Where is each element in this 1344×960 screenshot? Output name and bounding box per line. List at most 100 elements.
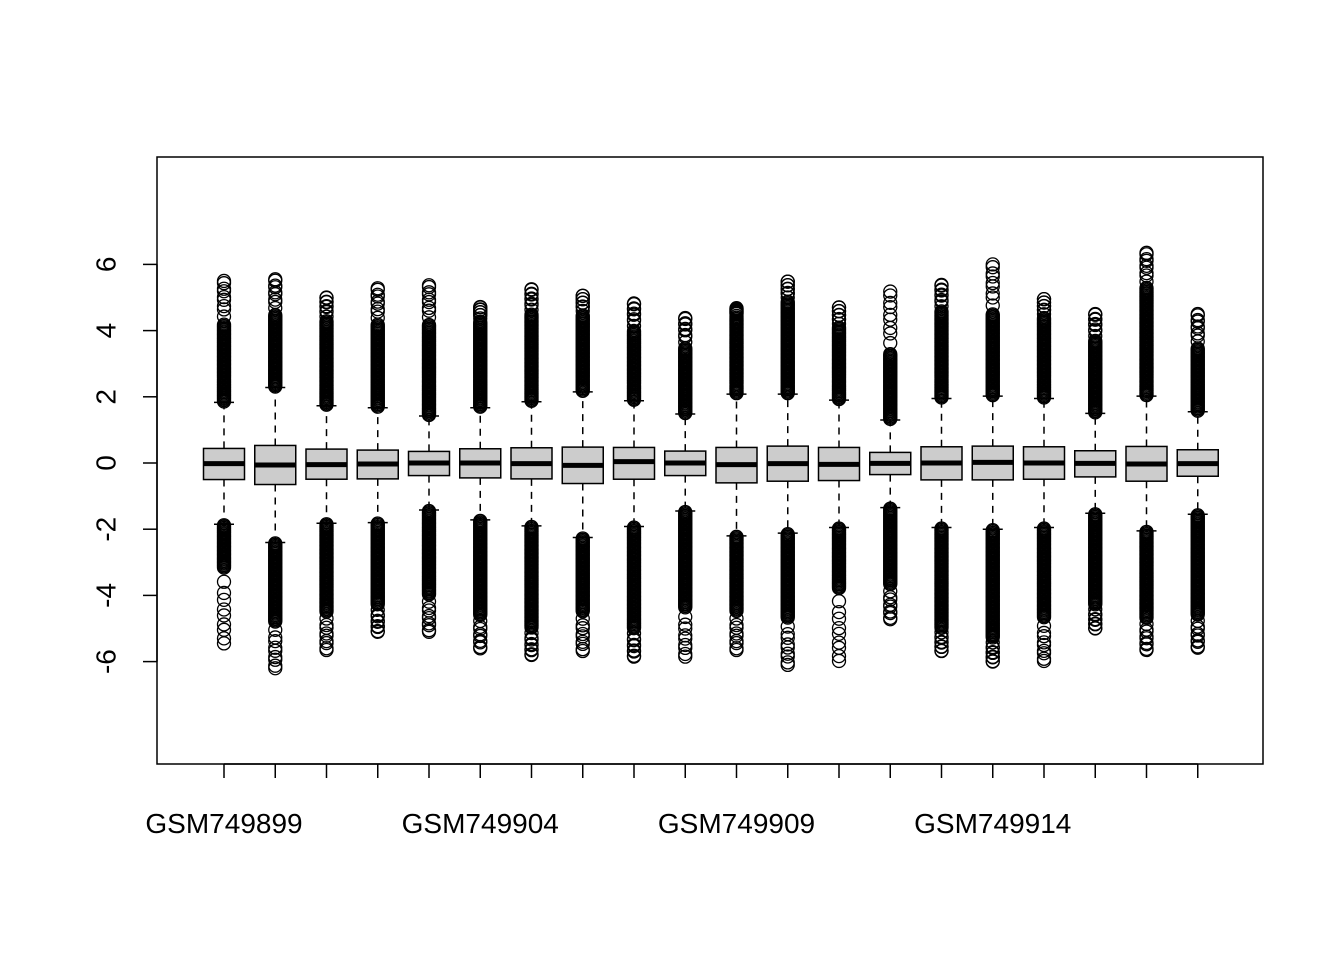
outlier-point [883,295,898,311]
outlier-point [524,307,539,322]
outlier-point [780,640,795,655]
outlier-point [1139,637,1154,652]
outlier-point [1088,617,1103,632]
outlier-point [780,281,795,296]
outlier-point [575,299,590,314]
outlier-point [370,614,385,630]
outlier-point [985,266,1000,281]
outlier-point [985,650,1000,665]
outlier-point [319,299,334,314]
outlier-point [575,621,590,636]
outlier-point [216,281,232,296]
outlier-point [1036,307,1052,322]
outlier-point [1139,274,1154,289]
box-group [715,301,758,658]
outlier-point [678,631,693,646]
outlier-point [524,643,539,658]
outlier-point [678,609,693,625]
outlier-point [1088,597,1103,612]
x-tick-label: GSM749914 [914,808,1071,839]
y-tick-label: 0 [90,455,121,471]
outlier-point [780,285,795,300]
box-group [612,296,656,664]
outlier-point [1088,322,1103,337]
y-tick-label: -2 [90,517,121,542]
outlier-point [421,618,437,633]
outlier-point [421,278,437,293]
outlier-point [473,300,488,315]
outlier-point [729,603,744,619]
box-group [1074,306,1117,636]
box-group [920,277,963,659]
outlier-point [1036,646,1052,661]
outlier-point [268,643,283,658]
outlier-point [831,594,847,609]
outlier-point [678,316,693,331]
outlier-point [216,289,232,305]
outlier-point [319,309,334,324]
outlier-point [831,611,847,626]
outlier-point [831,621,847,636]
outlier-point [524,282,539,297]
outlier-point [678,321,693,337]
outlier-point [575,303,590,319]
outlier-point [883,335,898,351]
outlier-point [1190,312,1205,328]
outlier-point [575,643,590,659]
outlier-point [216,298,232,314]
outlier-point [421,310,437,325]
y-tick-label: -6 [90,649,121,674]
box-group [1176,306,1219,655]
outlier-point [626,633,642,648]
outlier-point [1139,245,1154,260]
outlier-point [985,298,1000,313]
outlier-point [831,311,847,327]
outlier-point [575,636,590,652]
outlier-point [883,326,898,341]
outlier-point [780,610,795,625]
outlier-point [985,635,1000,650]
outlier-point [216,608,232,623]
outlier-point [421,317,437,333]
outlier-point [883,284,898,299]
outlier-point [626,306,642,321]
outlier-point [268,300,283,316]
outlier-point [985,307,1000,322]
y-tick-label: 6 [90,257,121,273]
outlier-point [934,282,949,297]
outlier-point [934,635,949,650]
outlier-point [421,285,437,300]
outlier-point [216,631,232,646]
outlier-point [524,286,539,301]
outlier-point [626,318,642,334]
outlier-point [780,619,795,634]
outlier-point [934,304,949,319]
outlier-point [216,602,232,617]
outlier-point [626,638,642,654]
box-group [202,273,246,651]
outlier-point [473,607,488,623]
outlier-point [883,288,898,303]
outlier-point [780,657,795,673]
outlier-point [678,640,693,656]
outlier-point [1190,607,1205,622]
outlier-point [883,605,898,621]
outlier-point [985,645,1000,661]
outlier-point [678,310,693,326]
outlier-point [1036,618,1052,634]
outlier-point [985,286,1000,301]
outlier-point [1088,602,1103,617]
outlier-point [216,309,232,324]
outlier-point [1036,637,1052,653]
outlier-point [780,277,795,293]
outlier-point [1036,292,1052,307]
outlier-point [268,640,283,655]
outlier-point [216,302,232,317]
outlier-point [626,301,642,316]
outlier-point [934,625,949,640]
box-group [561,288,604,659]
outlier-point [268,272,283,287]
outlier-point [268,661,283,676]
outlier-point [216,585,232,601]
